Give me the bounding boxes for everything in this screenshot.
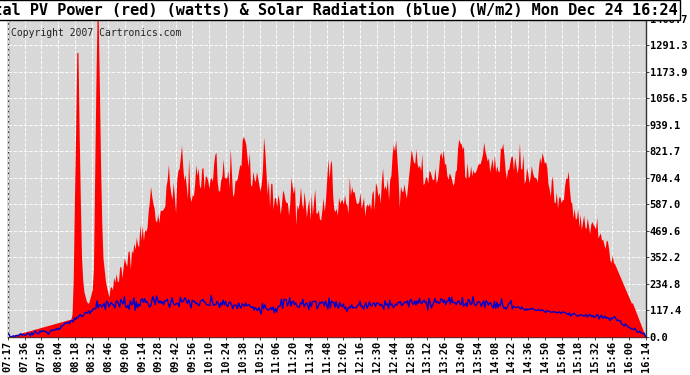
Text: Copyright 2007 Cartronics.com: Copyright 2007 Cartronics.com xyxy=(11,28,181,39)
Title: Total PV Power (red) (watts) & Solar Radiation (blue) (W/m2) Mon Dec 24 16:24: Total PV Power (red) (watts) & Solar Rad… xyxy=(0,3,678,18)
